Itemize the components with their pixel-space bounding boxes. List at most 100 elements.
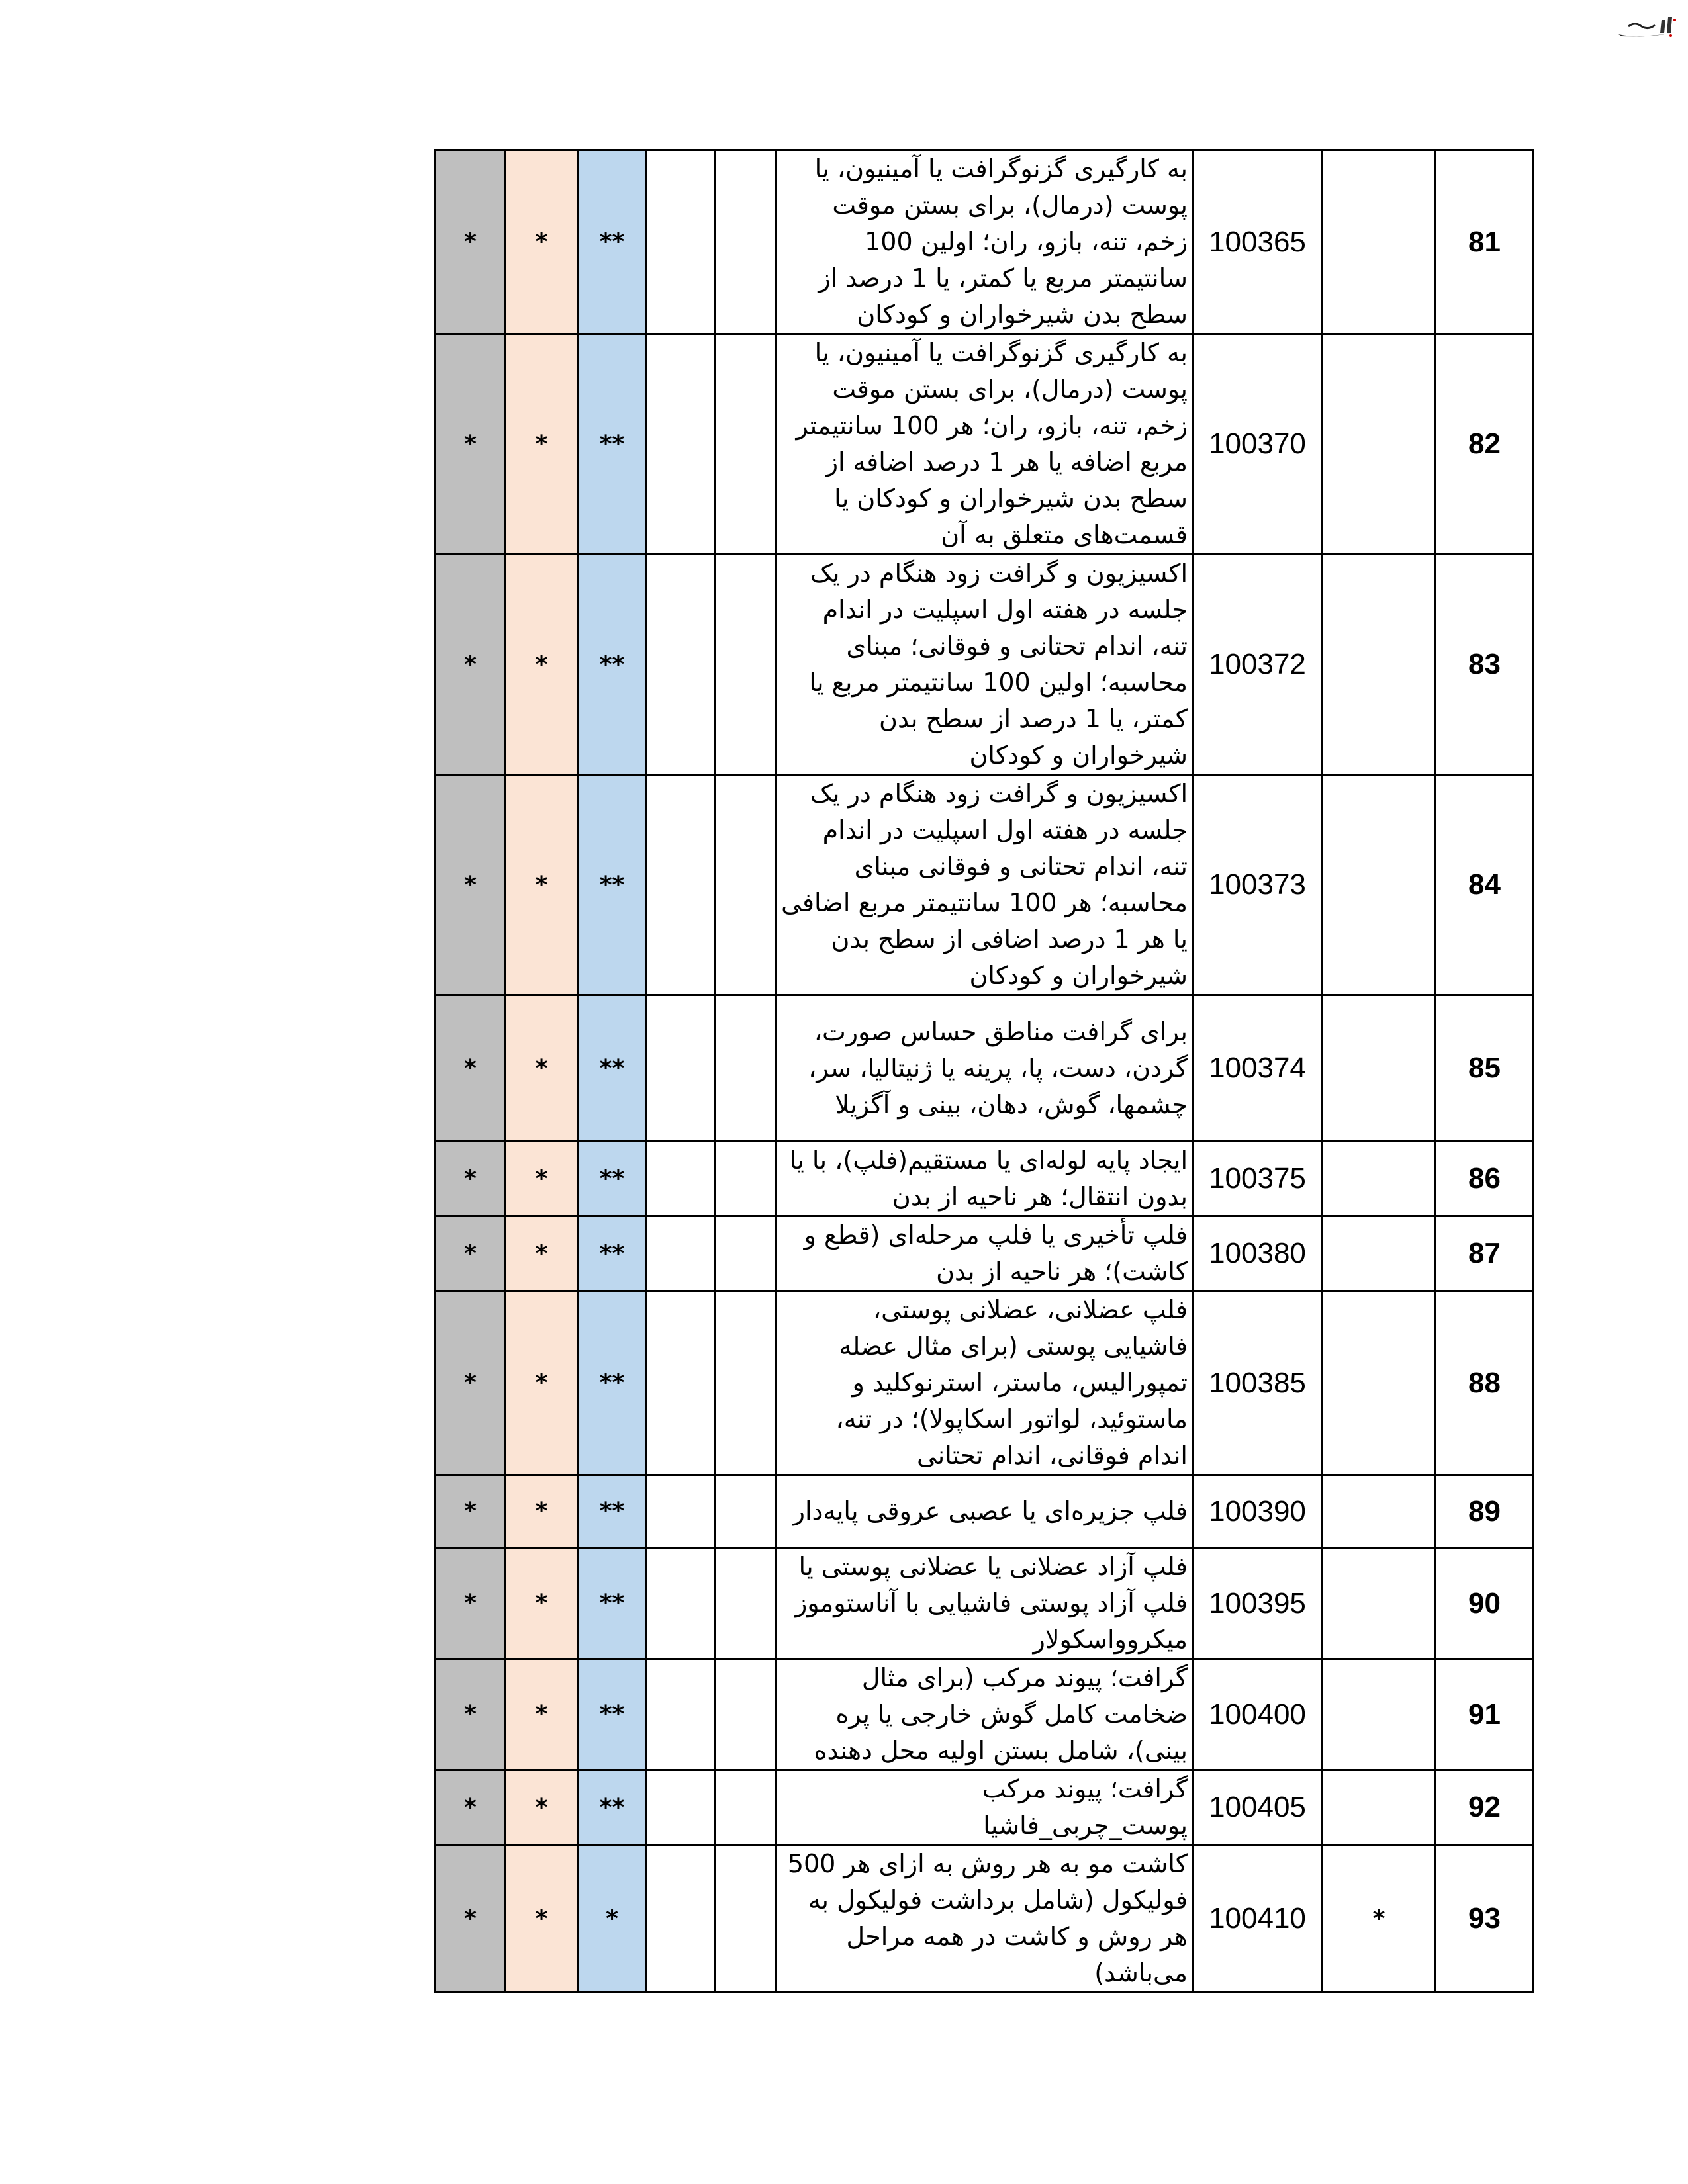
empty-cell — [714, 1547, 777, 1660]
peach-column-cell: * — [504, 149, 579, 335]
blue-column-cell: ** — [577, 333, 647, 555]
mark-cell — [1321, 1658, 1436, 1771]
table-row: * * ** اکسیزیون و گرافت زود هنگام در یک جلس… — [434, 774, 1534, 996]
row-number-cell: 82 — [1434, 333, 1534, 555]
logo-image — [1618, 17, 1678, 37]
service-code-cell: 100375 — [1192, 1140, 1323, 1217]
empty-cell — [645, 149, 716, 335]
mark-cell — [1321, 1215, 1436, 1292]
empty-cell — [714, 1215, 777, 1292]
mark-cell — [1321, 1474, 1436, 1549]
empty-cell — [645, 1474, 716, 1549]
service-code-cell: 100372 — [1192, 553, 1323, 776]
blue-column-cell: ** — [577, 1547, 647, 1660]
table-row: * * ** به کارگیری گزنوگرافت یا آمینیون، یا … — [434, 333, 1534, 555]
service-code-cell: 100410 — [1192, 1844, 1323, 1993]
blue-column-cell: ** — [577, 774, 647, 996]
description-cell: به کارگیری گزنوگرافت یا آمینیون، یا پوست… — [775, 333, 1194, 555]
gray-column-cell: * — [434, 1474, 506, 1549]
empty-cell — [714, 1658, 777, 1771]
table-row: * * ** برای گرافت مناطق حساس صورت، گردن، دس… — [434, 994, 1534, 1142]
peach-column-cell: * — [504, 774, 579, 996]
peach-column-cell: * — [504, 1769, 579, 1846]
gray-column-cell: * — [434, 333, 506, 555]
empty-cell — [645, 1547, 716, 1660]
description-cell: کاشت مو به هر روش به ازای هر 500 فولیکول… — [775, 1844, 1194, 1993]
mark-cell — [1321, 553, 1436, 776]
description-cell: فلپ آزاد عضلانی یا عضلانی پوستی یا فلپ آ… — [775, 1547, 1194, 1660]
empty-cell — [714, 1844, 777, 1993]
mark-cell — [1321, 774, 1436, 996]
empty-cell — [645, 1140, 716, 1217]
row-number-cell: 89 — [1434, 1474, 1534, 1549]
row-number-cell: 84 — [1434, 774, 1534, 996]
table-row: * * ** فلپ تأخیری یا فلپ مرحله‌ای (قطع و کا… — [434, 1215, 1534, 1292]
row-number-cell: 81 — [1434, 149, 1534, 335]
service-code-cell: 100405 — [1192, 1769, 1323, 1846]
gray-column-cell: * — [434, 1547, 506, 1660]
empty-cell — [714, 994, 777, 1142]
description-cell: فلپ عضلانی، عضلانی پوستی، فاشیایی پوستی … — [775, 1290, 1194, 1476]
description-cell: اکسیزیون و گرافت زود هنگام در یک جلسه در… — [775, 774, 1194, 996]
gray-column-cell: * — [434, 1140, 506, 1217]
description-cell: برای گرافت مناطق حساس صورت، گردن، دست، پ… — [775, 994, 1194, 1142]
blue-column-cell: ** — [577, 1215, 647, 1292]
table-row: * * ** به کارگیری گزنوگرافت یا آمینیون، یا … — [434, 149, 1534, 335]
row-number-cell: 86 — [1434, 1140, 1534, 1217]
service-code-cell: 100395 — [1192, 1547, 1323, 1660]
empty-cell — [645, 1215, 716, 1292]
empty-cell — [645, 1769, 716, 1846]
blue-column-cell: ** — [577, 553, 647, 776]
empty-cell — [645, 333, 716, 555]
gray-column-cell: * — [434, 1290, 506, 1476]
empty-cell — [645, 994, 716, 1142]
mark-cell — [1321, 149, 1436, 335]
peach-column-cell: * — [504, 994, 579, 1142]
gray-column-cell: * — [434, 1658, 506, 1771]
empty-cell — [645, 553, 716, 776]
row-number-cell: 92 — [1434, 1769, 1534, 1846]
table-row: * * ** گرافت؛ پیوند مرکب (برای مثال ضخامت ک… — [434, 1658, 1534, 1771]
description-cell: ایجاد پایه لوله‌ای یا مستقیم(فلپ)، با یا… — [775, 1140, 1194, 1217]
empty-cell — [714, 553, 777, 776]
row-number-cell: 85 — [1434, 994, 1534, 1142]
tariff-table: * * ** به کارگیری گزنوگرافت یا آمینیون، یا … — [434, 149, 1534, 1993]
table-row: * * ** فلپ عضلانی، عضلانی پوستی، فاشیایی پو… — [434, 1290, 1534, 1476]
mark-cell — [1321, 333, 1436, 555]
table-row: * * ** گرافت؛ پیوند مرکب پوست_چربی_فاشیا 100… — [434, 1769, 1534, 1846]
peach-column-cell: * — [504, 1290, 579, 1476]
description-cell: گرافت؛ پیوند مرکب پوست_چربی_فاشیا — [775, 1769, 1194, 1846]
peach-column-cell: * — [504, 333, 579, 555]
table-row: * * ** اکسیزیون و گرافت زود هنگام در یک جلس… — [434, 553, 1534, 776]
service-code-cell: 100374 — [1192, 994, 1323, 1142]
empty-cell — [714, 149, 777, 335]
row-number-cell: 88 — [1434, 1290, 1534, 1476]
peach-column-cell: * — [504, 553, 579, 776]
peach-column-cell: * — [504, 1547, 579, 1660]
mark-cell — [1321, 1290, 1436, 1476]
service-code-cell: 100390 — [1192, 1474, 1323, 1549]
mark-cell — [1321, 1769, 1436, 1846]
row-number-cell: 93 — [1434, 1844, 1534, 1993]
gray-column-cell: * — [434, 1844, 506, 1993]
description-cell: به کارگیری گزنوگرافت یا آمینیون، یا پوست… — [775, 149, 1194, 335]
empty-cell — [645, 1290, 716, 1476]
table-row: * * ** ایجاد پایه لوله‌ای یا مستقیم(فلپ)، ب… — [434, 1140, 1534, 1217]
table-row: * * * کاشت مو به هر روش به ازای هر 500 فولی… — [434, 1844, 1534, 1993]
blue-column-cell: ** — [577, 1290, 647, 1476]
blue-column-cell: ** — [577, 1769, 647, 1846]
gray-column-cell: * — [434, 994, 506, 1142]
empty-cell — [645, 774, 716, 996]
peach-column-cell: * — [504, 1215, 579, 1292]
mark-cell — [1321, 1140, 1436, 1217]
blue-column-cell: ** — [577, 1658, 647, 1771]
blue-column-cell: ** — [577, 149, 647, 335]
service-code-cell: 100400 — [1192, 1658, 1323, 1771]
service-code-cell: 100380 — [1192, 1215, 1323, 1292]
gray-column-cell: * — [434, 553, 506, 776]
row-number-cell: 83 — [1434, 553, 1534, 776]
logo — [1615, 15, 1681, 41]
row-number-cell: 87 — [1434, 1215, 1534, 1292]
empty-cell — [645, 1844, 716, 1993]
mark-cell: * — [1321, 1844, 1436, 1993]
